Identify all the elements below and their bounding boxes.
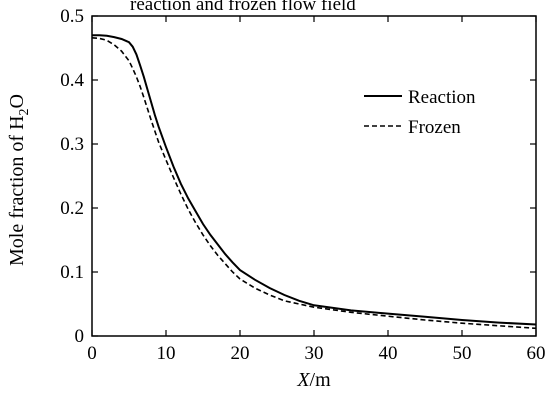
- y-tick-label: 0.2: [60, 198, 84, 219]
- legend-label-reaction: Reaction: [408, 87, 476, 108]
- legend: Reaction Frozen: [364, 87, 476, 138]
- y-tick-label: 0.1: [60, 262, 84, 283]
- plot-frame: [91, 15, 537, 337]
- chart-title-clipped: reaction and frozen flow field: [130, 0, 356, 15]
- x-axis-label: X/m: [296, 369, 331, 391]
- legend-label-frozen: Frozen: [408, 117, 461, 138]
- x-tick-label: 0: [87, 343, 97, 364]
- x-tick-label: 40: [379, 343, 398, 364]
- x-tick-label: 60: [527, 343, 546, 364]
- x-ticks: 0 10 20 30 40 50 60: [87, 16, 546, 364]
- x-tick-label: 20: [231, 343, 250, 364]
- x-tick-label: 30: [305, 343, 324, 364]
- x-tick-label: 50: [453, 343, 472, 364]
- y-axis-label: Mole fraction of H2O: [6, 94, 32, 266]
- y-tick-label: 0.5: [60, 6, 84, 27]
- y-ticks: 0 0.1 0.2 0.3 0.4 0.5: [60, 6, 536, 347]
- y-tick-label: 0.4: [60, 70, 84, 91]
- y-tick-label: 0: [75, 326, 85, 347]
- series-line-frozen: [91, 37, 537, 330]
- series-line-reaction: [92, 34, 537, 326]
- plot-area: [91, 34, 537, 330]
- y-tick-label: 0.3: [60, 134, 84, 155]
- x-tick-label: 10: [157, 343, 176, 364]
